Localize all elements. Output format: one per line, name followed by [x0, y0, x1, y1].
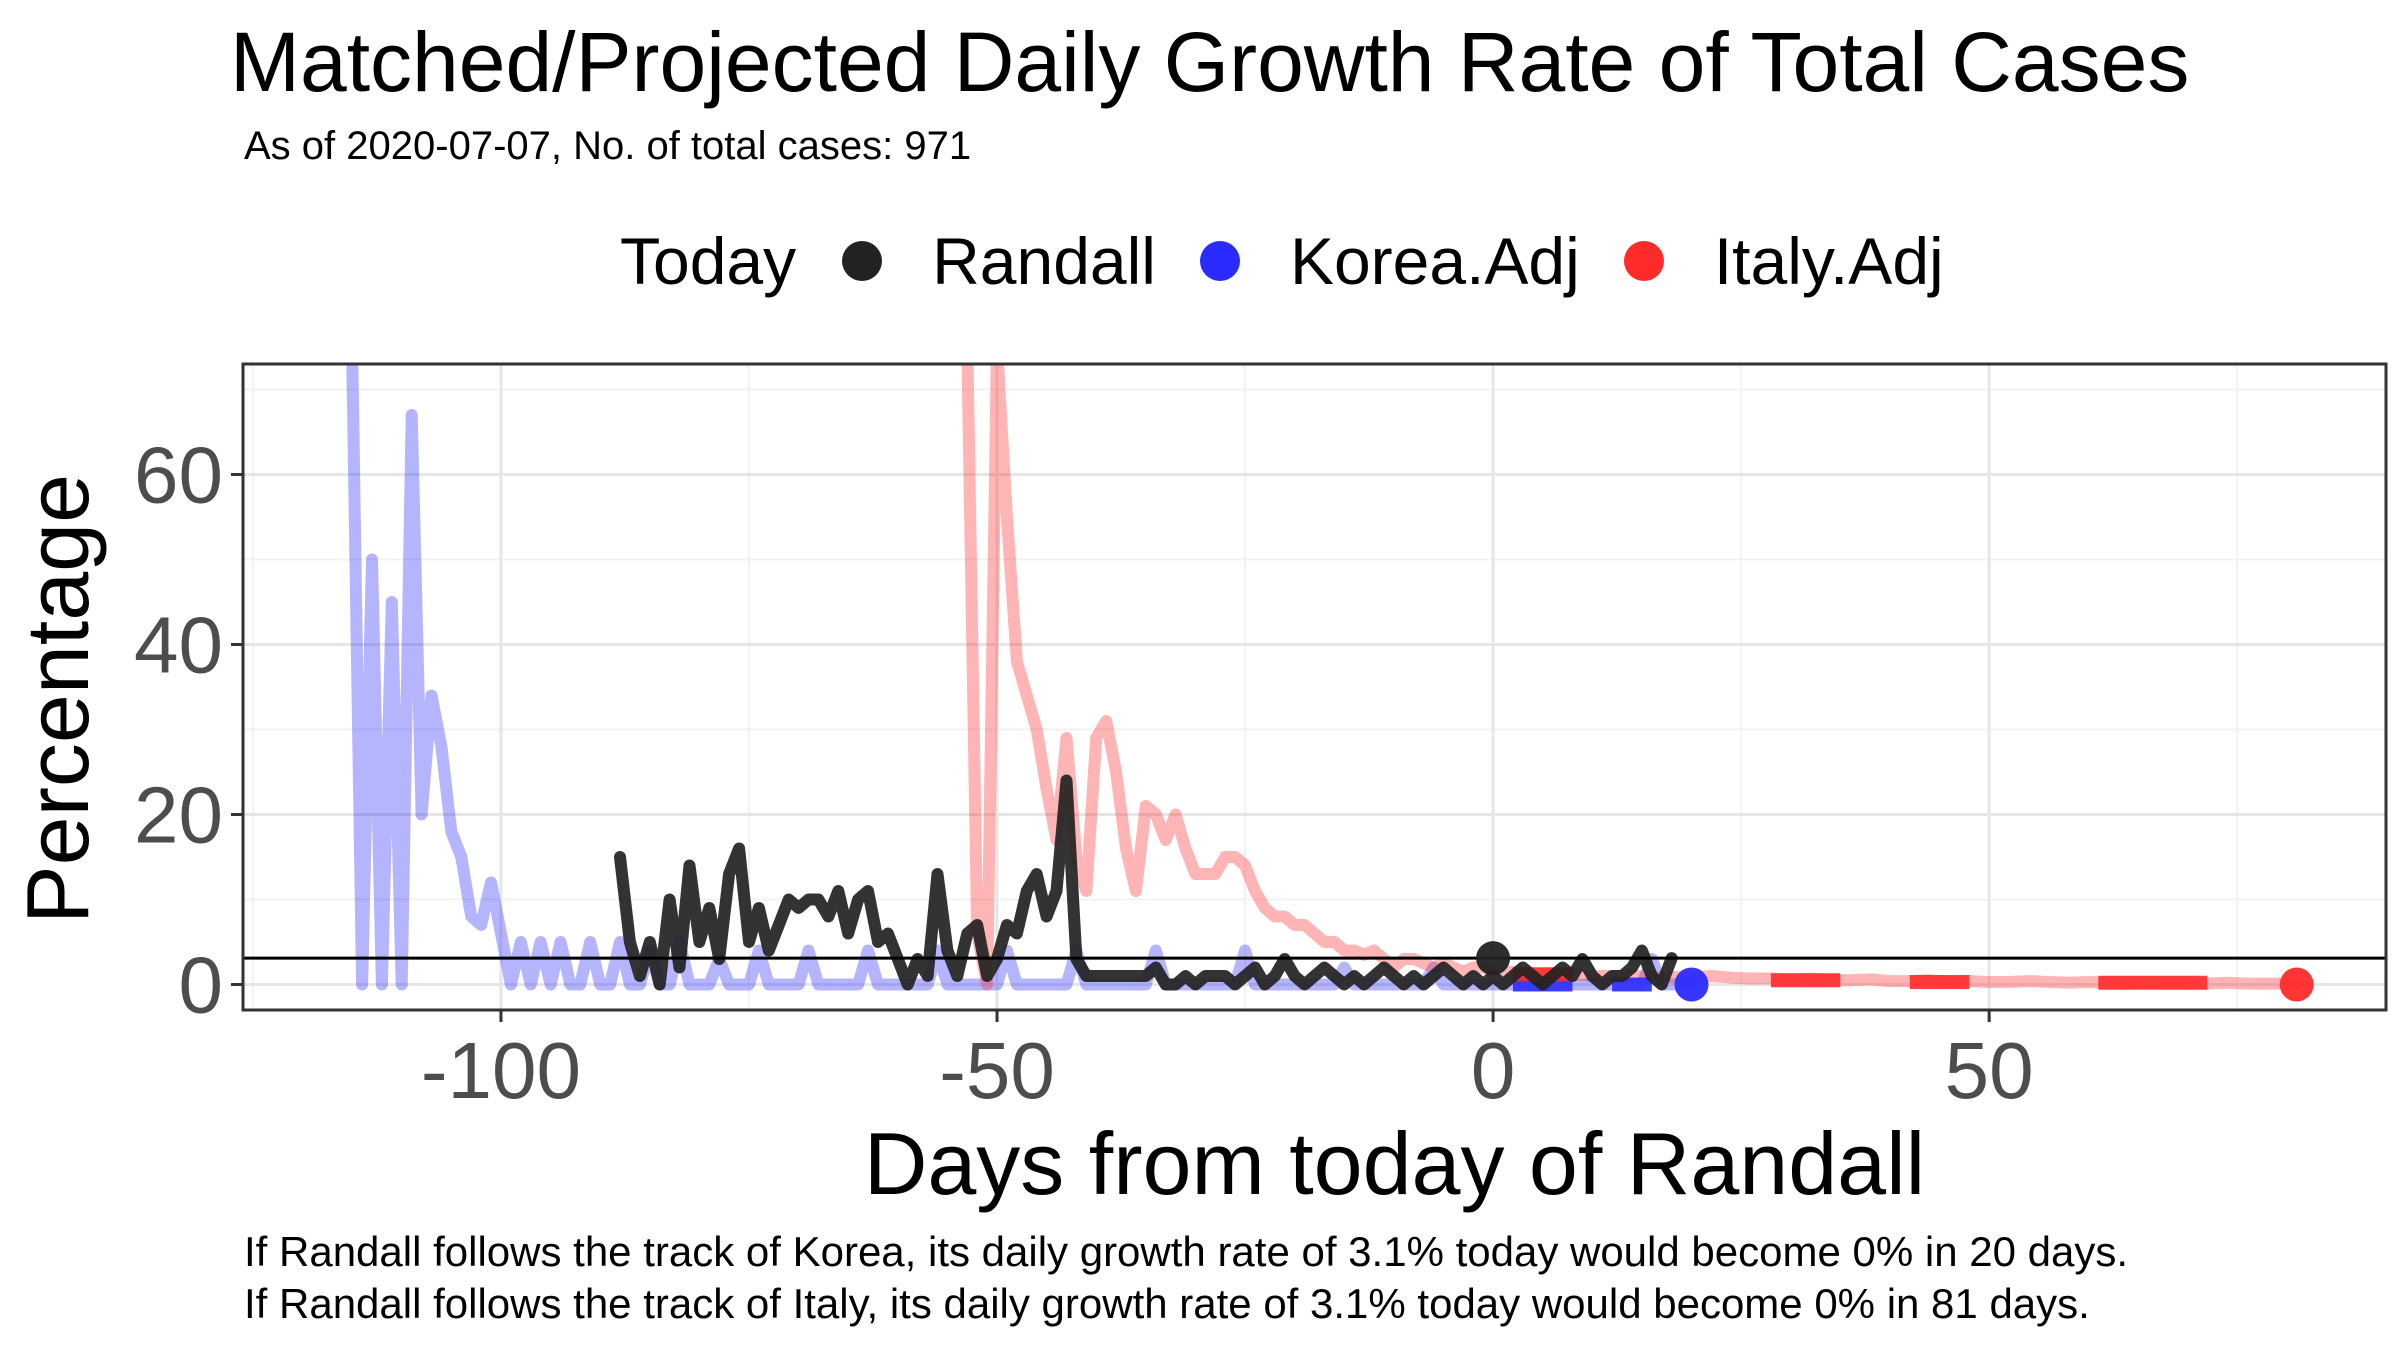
- plot-panel: [243, 364, 2386, 1010]
- x-tick-label: 50: [1945, 1026, 2034, 1115]
- x-tick-label: -100: [421, 1026, 581, 1115]
- legend-item-randall: Randall: [842, 223, 1156, 299]
- end-point-korea: [1674, 967, 1709, 1002]
- caption-korea: If Randall follows the track of Korea, i…: [244, 1228, 2128, 1275]
- legend-label-korea: Korea.Adj: [1289, 224, 1580, 298]
- end-point-randall: [1476, 941, 1511, 976]
- x-tick-label: 0: [1471, 1026, 1516, 1115]
- series-line-randall: [614, 774, 1678, 991]
- end-point-italy: [2279, 967, 2314, 1002]
- legend-title: Today: [620, 224, 797, 298]
- y-axis-title: Percentage: [8, 474, 107, 924]
- legend-dot-korea: [1199, 241, 1240, 281]
- caption: If Randall follows the track of Korea, i…: [244, 1226, 2128, 1330]
- legend-label-italy: Italy.Adj: [1713, 224, 1944, 298]
- y-tick-label: 20: [134, 771, 223, 860]
- x-tick-label: -50: [939, 1026, 1055, 1115]
- chart-subtitle: As of 2020-07-07, No. of total cases: 97…: [244, 124, 972, 168]
- legend: Today Randall Korea.Adj Italy.Adj: [620, 218, 1988, 304]
- y-tick-label: 40: [134, 601, 223, 690]
- legend-item-italy: Italy.Adj: [1623, 223, 1944, 299]
- caption-italy: If Randall follows the track of Italy, i…: [244, 1280, 2090, 1327]
- plot-border: [241, 362, 2388, 1012]
- legend-dot-italy: [1623, 241, 1664, 281]
- legend-dot-randall: [842, 241, 883, 281]
- x-axis-title: Days from today of Randall: [864, 1114, 1925, 1213]
- legend-item-korea: Korea.Adj: [1199, 223, 1580, 299]
- legend-label-randall: Randall: [932, 224, 1156, 298]
- y-tick-label: 0: [179, 941, 224, 1030]
- chart-title: Matched/Projected Daily Growth Rate of T…: [230, 15, 2190, 109]
- series-line-italy: [961, 364, 2303, 991]
- y-tick-label: 60: [134, 431, 223, 520]
- plot-series-group: [346, 364, 2303, 992]
